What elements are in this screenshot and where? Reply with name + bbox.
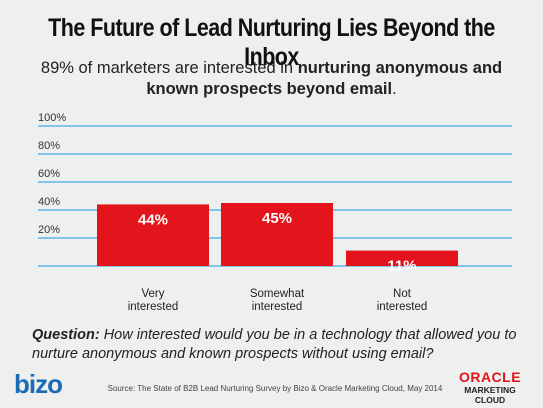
subtitle: 89% of marketers are interested in nurtu… [20, 58, 523, 100]
bar [221, 203, 333, 266]
y-tick-label: 60% [38, 168, 60, 180]
bar [346, 250, 458, 266]
oracle-logo-text: ORACLE [458, 369, 522, 385]
x-category-label: Not [393, 288, 412, 300]
source-note: Source: The State of B2B Lead Nurturing … [107, 384, 443, 393]
x-category-label: Very [141, 288, 164, 300]
x-category-label: interested [128, 301, 179, 313]
x-category-label: interested [377, 301, 428, 313]
question-label: Question: [32, 327, 100, 343]
page-title: The Future of Lead Nurturing Lies Beyond… [48, 14, 495, 71]
subtitle-end: . [392, 80, 397, 98]
bar-chart: 20%40%60%80%100%44%Veryinterested45%Some… [38, 112, 512, 313]
bar-data-label: 44% [138, 211, 168, 228]
y-tick-label: 40% [38, 196, 60, 208]
oracle-logo-sub1: MARKETING [464, 385, 516, 395]
x-category-label: interested [252, 301, 303, 313]
y-tick-label: 20% [38, 224, 60, 236]
x-category-label: Somewhat [250, 288, 305, 300]
y-tick-label: 80% [38, 140, 60, 152]
survey-question: Question: How interested would you be in… [32, 326, 522, 364]
question-text: How interested would you be in a technol… [32, 327, 517, 362]
oracle-marketing-cloud-logo: ORACLE MARKETING CLOUD [455, 369, 525, 405]
y-tick-label: 100% [38, 112, 66, 124]
subtitle-plain: 89% of marketers are interested in [40, 59, 298, 77]
oracle-logo-sub2: CLOUD [474, 395, 506, 405]
bar-data-label: 11% [387, 258, 416, 275]
bar-data-label: 45% [262, 210, 292, 227]
bizo-logo: bizo [14, 369, 63, 399]
bar [97, 204, 209, 266]
subtitle-bold: nurturing anonymous and known prospects … [146, 59, 503, 98]
